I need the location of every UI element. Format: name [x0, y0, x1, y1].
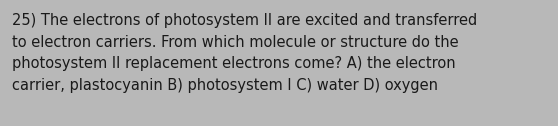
Text: 25) The electrons of photosystem II are excited and transferred
to electron carr: 25) The electrons of photosystem II are … [12, 13, 477, 93]
